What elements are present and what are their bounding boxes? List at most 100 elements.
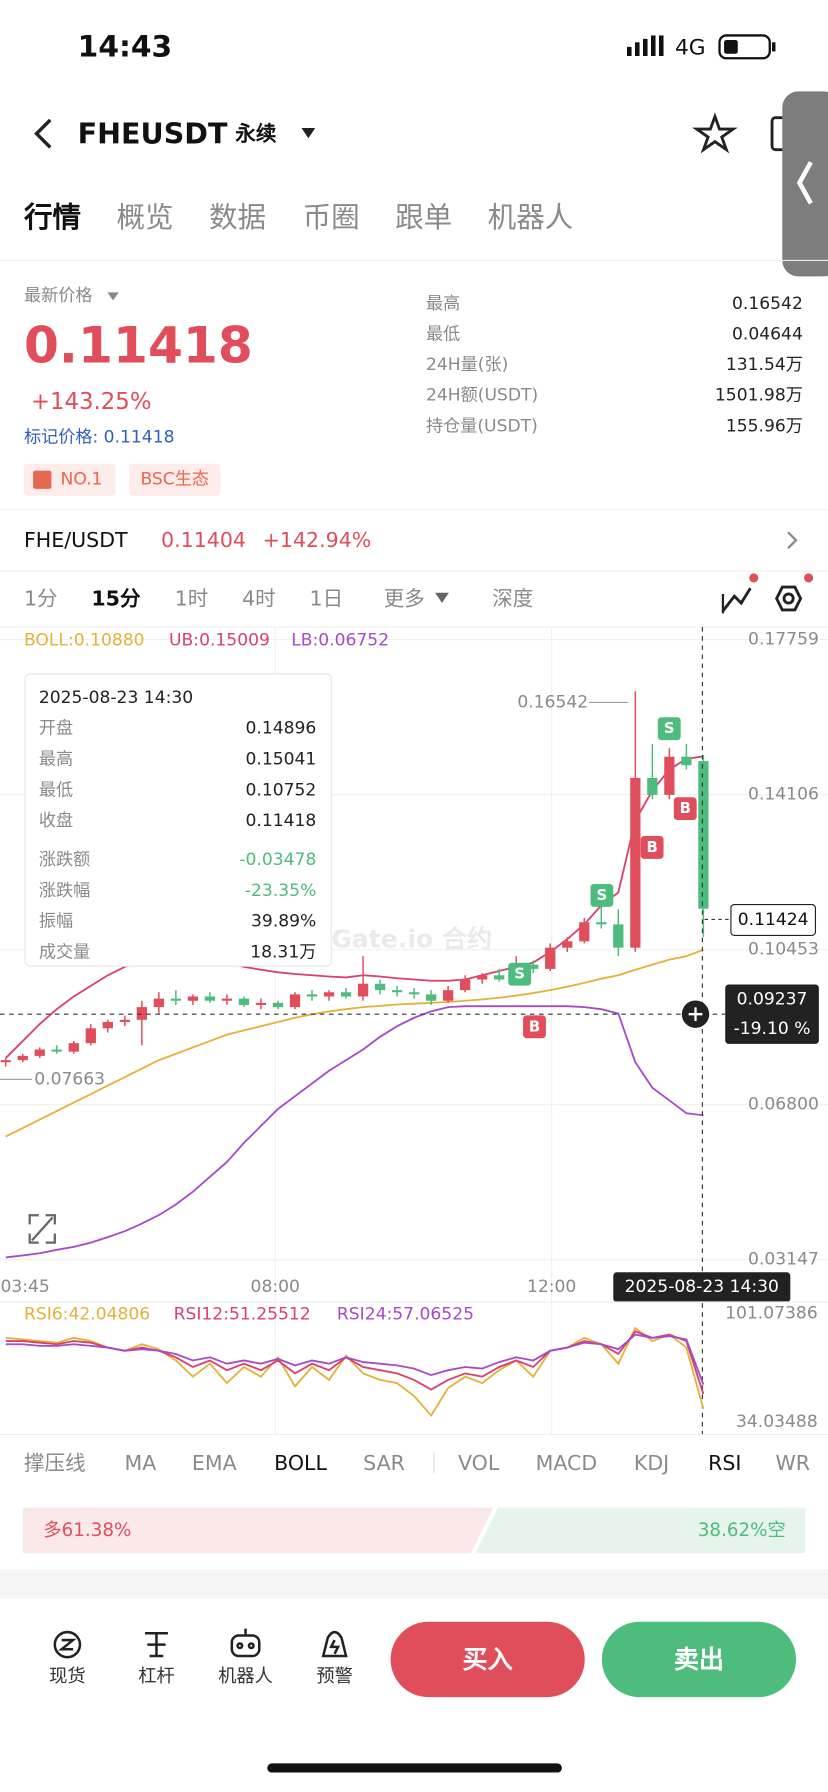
tooltip-label: 振幅 bbox=[39, 912, 73, 932]
boll-line bbox=[5, 948, 704, 1138]
tooltip-label: 最低 bbox=[39, 780, 73, 800]
low-label: 0.07663 bbox=[34, 1069, 105, 1089]
nav-label[interactable]: 现货 bbox=[49, 1666, 86, 1687]
mark-price: 标记价格: 0.11418 bbox=[24, 427, 175, 447]
tab[interactable]: 概览 bbox=[116, 200, 173, 234]
spot-chevron[interactable] bbox=[787, 531, 798, 550]
interval[interactable]: 更多 bbox=[384, 586, 425, 610]
price-dropdown[interactable] bbox=[107, 292, 119, 301]
candle-body bbox=[579, 922, 590, 942]
indicator-tab[interactable]: BOLL bbox=[274, 1451, 327, 1475]
candle-body bbox=[630, 777, 641, 948]
y-tick-label: 0.17759 bbox=[748, 630, 819, 650]
spot-pair: FHE/USDT bbox=[24, 528, 128, 552]
candle-body bbox=[477, 975, 488, 980]
candle-body bbox=[204, 996, 216, 1001]
trade-signal bbox=[673, 797, 697, 821]
buy-label[interactable]: 买入 bbox=[463, 1645, 513, 1674]
tooltip-label: 成交量 bbox=[39, 943, 90, 963]
back-button[interactable] bbox=[34, 118, 52, 149]
indicator-tab[interactable]: SAR bbox=[363, 1451, 405, 1475]
contract-dropdown[interactable] bbox=[301, 127, 316, 139]
candle-body bbox=[17, 1055, 28, 1061]
candle-body bbox=[664, 756, 675, 795]
side-tab[interactable] bbox=[782, 91, 828, 277]
chart-settings[interactable] bbox=[775, 573, 814, 612]
short-ratio: 38.62%空 bbox=[698, 1520, 786, 1541]
sell-button[interactable] bbox=[601, 1621, 797, 1698]
trade-signal-label: S bbox=[664, 720, 675, 737]
crosshair-price: 0.09237 bbox=[737, 989, 808, 1009]
high-label: 0.16542 bbox=[517, 692, 588, 712]
rsi-line bbox=[5, 1330, 705, 1395]
candle-body bbox=[562, 941, 573, 948]
tab[interactable]: 跟单 bbox=[395, 200, 452, 234]
candle-body bbox=[340, 992, 352, 997]
stat-value: 0.04644 bbox=[732, 324, 803, 344]
long-bar bbox=[22, 1507, 494, 1554]
indicator-tab[interactable]: MACD bbox=[536, 1451, 598, 1475]
last-price-box bbox=[730, 903, 817, 936]
candle-body bbox=[323, 992, 335, 997]
indicator-tab[interactable]: KDJ bbox=[634, 1451, 669, 1475]
expand-icon[interactable] bbox=[28, 1214, 56, 1244]
interval[interactable]: 4时 bbox=[242, 586, 276, 610]
more-dropdown[interactable] bbox=[435, 592, 449, 604]
interval[interactable]: 1时 bbox=[175, 586, 209, 610]
sell-label[interactable]: 卖出 bbox=[674, 1645, 724, 1674]
boll-label: UB:0.15009 bbox=[169, 631, 270, 651]
favorite-star[interactable] bbox=[692, 112, 738, 154]
crosshair-plus bbox=[688, 1007, 703, 1022]
trade-signal bbox=[590, 884, 614, 907]
crosshair-change: -19.10 % bbox=[734, 1019, 811, 1039]
section-gap bbox=[0, 1569, 828, 1599]
indicator-tab[interactable]: EMA bbox=[192, 1451, 237, 1475]
buy-button[interactable] bbox=[390, 1621, 585, 1698]
candle-body bbox=[272, 1002, 284, 1008]
candle-body bbox=[545, 947, 556, 969]
candle-body bbox=[255, 1002, 267, 1005]
indicator-tab[interactable]: 撑压线 bbox=[24, 1451, 86, 1475]
last-price-label: 0.11424 bbox=[738, 910, 809, 930]
boll-label: BOLL:0.10880 bbox=[24, 631, 145, 651]
indicator-tab[interactable]: WR bbox=[775, 1451, 810, 1475]
interval[interactable]: 15分 bbox=[91, 586, 141, 610]
interval[interactable]: 1分 bbox=[24, 586, 58, 610]
chart-tools[interactable] bbox=[721, 573, 759, 614]
rsi-label: RSI6:42.04806 bbox=[24, 1305, 150, 1325]
tooltip-label: 收盘 bbox=[39, 811, 73, 831]
tag-bg bbox=[129, 463, 221, 496]
indicator-tab[interactable]: RSI bbox=[708, 1451, 741, 1475]
trade-signal-label: S bbox=[597, 887, 608, 904]
tooltip-date: 2025-08-23 14:30 bbox=[39, 688, 193, 708]
rsi-label: RSI24:57.06525 bbox=[337, 1305, 474, 1325]
interval[interactable]: 1日 bbox=[310, 586, 344, 610]
candle-body bbox=[408, 992, 420, 995]
candle-body bbox=[357, 983, 369, 997]
spot-price: 0.11404 bbox=[161, 528, 246, 552]
long-ratio: 多61.38% bbox=[43, 1520, 131, 1541]
tab[interactable]: 数据 bbox=[209, 200, 266, 234]
y-tick-label: 0.03147 bbox=[748, 1250, 819, 1270]
nav-icons[interactable] bbox=[53, 1628, 348, 1659]
nav-label[interactable]: 机器人 bbox=[218, 1666, 273, 1687]
tooltip-value: 0.15041 bbox=[246, 750, 317, 770]
symbol: FHEUSDT bbox=[78, 117, 228, 151]
candle-body bbox=[289, 994, 301, 1008]
candle-body bbox=[460, 979, 471, 991]
indicator-tab[interactable]: MA bbox=[124, 1451, 156, 1475]
trade-signal bbox=[523, 1015, 546, 1039]
side-tab-arrow bbox=[796, 161, 813, 205]
tooltip-label: 涨跌额 bbox=[39, 850, 90, 870]
nav-label[interactable]: 杠杆 bbox=[138, 1666, 175, 1687]
home-indicator bbox=[267, 1763, 562, 1773]
interval[interactable]: 深度 bbox=[492, 586, 533, 610]
candle-body bbox=[238, 998, 250, 1005]
nav-label[interactable]: 预警 bbox=[316, 1666, 353, 1687]
tab[interactable]: 行情 bbox=[23, 200, 81, 234]
contract-type[interactable]: 永续 bbox=[234, 122, 277, 146]
tab[interactable]: 币圈 bbox=[303, 200, 360, 234]
tab[interactable]: 机器人 bbox=[488, 200, 574, 234]
indicator-tab[interactable]: VOL bbox=[458, 1451, 500, 1475]
